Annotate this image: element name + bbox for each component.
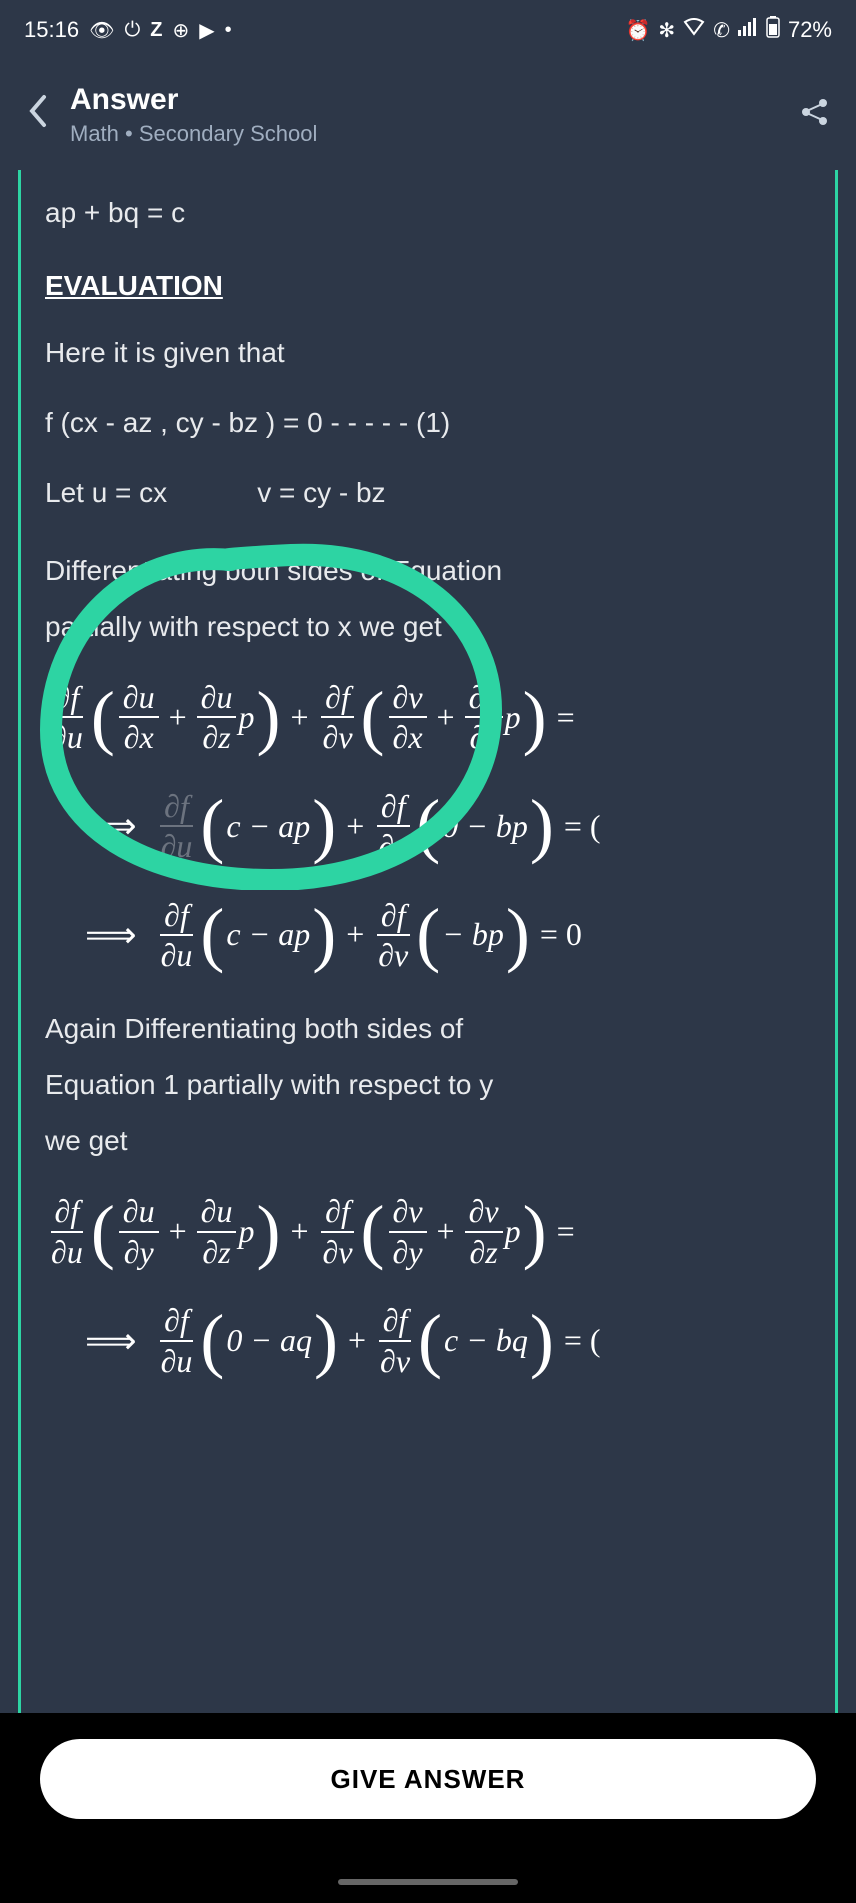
again-text-2: Equation 1 partially with respect to y <box>45 1064 811 1106</box>
call-icon: ✆ <box>713 18 730 43</box>
home-indicator[interactable] <box>338 1879 518 1885</box>
status-time: 15:16 <box>24 17 79 43</box>
page-title: Answer <box>70 83 778 117</box>
back-icon[interactable] <box>26 93 48 138</box>
z-icon: Z <box>150 19 162 42</box>
battery-icon <box>766 16 780 44</box>
step-3: ⟹ ∂f∂u ( c − ap ) + ∂f∂v ( − bp ) = 0 <box>85 896 811 975</box>
let-v: v = cy - bz <box>257 472 385 514</box>
evaluation-heading: EVALUATION <box>45 270 811 302</box>
again-text-1: Again Differentiating both sides of <box>45 1008 811 1050</box>
alarm-icon: ⏰ <box>626 18 651 43</box>
bluetooth-icon: ✻ <box>658 18 675 43</box>
let-u: Let u = cx <box>45 472 167 514</box>
diff-text-1b: partially with respect to x we get <box>45 606 811 648</box>
diff-text-1a: Differentiating both sides of Equation <box>45 550 811 592</box>
share-icon[interactable] <box>800 97 830 134</box>
signal-icon <box>738 18 758 42</box>
again-text-3: we get <box>45 1120 811 1162</box>
step-2: ⟹ ∂f∂u ( c − ap ) + ∂f∂v ( 0 − bp ) = ( <box>85 787 811 866</box>
equation-initial: ap + bq = c <box>45 192 811 234</box>
bottom-bar: GIVE ANSWER <box>0 1713 856 1903</box>
eye-icon: 👁 <box>89 18 114 43</box>
step-y-2: ⟹ ∂f∂u ( 0 − aq ) + ∂f∂v ( c − bq ) = ( <box>85 1301 811 1380</box>
battery-percent: 72% <box>788 17 832 43</box>
dot-icon: • <box>225 19 232 42</box>
chain-rule-y: ∂f∂u ( ∂u∂y + ∂u∂z p ) + ∂f∂v ( ∂v∂y + ∂… <box>45 1192 811 1271</box>
equation-1: f (cx - az , cy - bz ) = 0 - - - - - (1) <box>45 402 811 444</box>
answer-content: ap + bq = c EVALUATION Here it is given … <box>18 170 838 1713</box>
page-subtitle: Math • Secondary School <box>70 121 778 147</box>
chain-rule-x: ∂f∂u ( ∂u∂x + ∂u∂z p ) + ∂f∂v ( ∂v∂x + ∂… <box>45 678 811 757</box>
given-text: Here it is given that <box>45 332 811 374</box>
let-statement: Let u = cx v = cy - bz <box>45 472 811 514</box>
page-header: Answer Math • Secondary School <box>0 60 856 170</box>
give-answer-button[interactable]: GIVE ANSWER <box>40 1739 816 1819</box>
status-bar: 15:16 👁 ⏻ Z ⊕ ▶ • ⏰ ✻ ✆ 72% <box>0 0 856 60</box>
youtube-icon: ▶ <box>199 18 214 43</box>
wifi-icon <box>683 18 705 42</box>
circle-h-icon: ⊕ <box>173 18 190 43</box>
power-icon: ⏻ <box>124 19 140 42</box>
